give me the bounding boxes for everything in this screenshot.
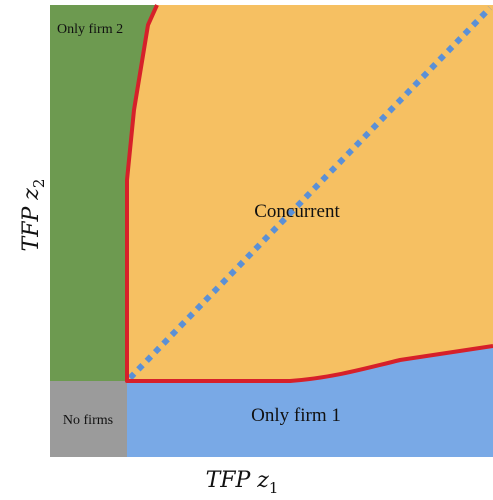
y-axis-label-subscript: 2 — [30, 179, 48, 189]
concurrent-label: Concurrent — [254, 201, 340, 222]
only-firm-1-label: Only firm 1 — [251, 405, 341, 426]
x-axis-label-subscript: 1 — [269, 479, 279, 497]
x-axis-label-text: TFP z — [206, 468, 270, 493]
x-axis-label: TFP z1 — [206, 468, 279, 497]
concurrent-boundary-line — [125, 4, 493, 383]
no-firms-label: No firms — [63, 413, 113, 428]
diagonal-dotted-line — [127, 5, 493, 381]
only-firm-2-region — [50, 5, 157, 381]
y-axis-label: TFP z2 — [19, 179, 48, 252]
y-axis-label-text: TFP z — [19, 188, 44, 252]
only-firm-1-region — [127, 346, 493, 457]
no-firms-region — [50, 381, 127, 457]
only-firm-2-label: Only firm 2 — [57, 22, 123, 37]
